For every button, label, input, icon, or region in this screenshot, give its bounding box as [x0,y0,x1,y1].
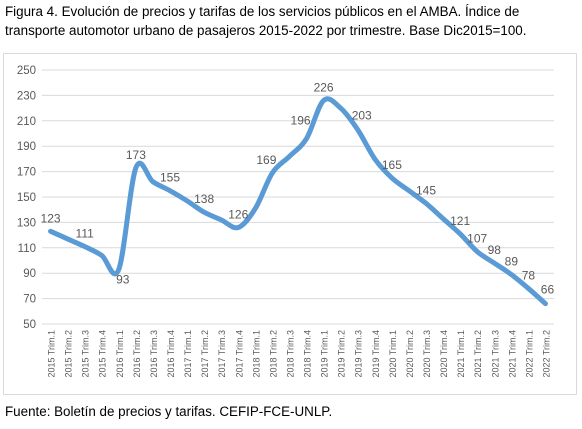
x-tick-label: 2015 Trim.3 [81,330,91,378]
y-tick-label: 210 [17,116,36,128]
x-tick-label: 2020 Trim.4 [439,330,449,378]
x-tick-label: 2017 Trim.2 [200,330,210,378]
x-tick-label: 2021 Trim.1 [456,330,466,378]
y-tick-label: 170 [17,167,36,179]
caption-line-1: Figura 4. Evolución de precios y tarifas… [5,4,520,19]
x-tick-label: 2017 Trim.1 [183,330,193,378]
x-tick-label: 2016 Trim.4 [166,330,176,378]
series-line [48,96,548,307]
x-tick-label: 2021 Trim.2 [473,330,483,378]
data-label: 121 [450,214,470,228]
data-label: 111 [76,227,95,241]
x-tick-label: 2018 Trim.4 [303,330,313,378]
x-tick-label: 2018 Trim.3 [285,330,295,378]
x-tick-label: 2019 Trim.3 [354,330,364,378]
x-tick-label: 2015 Trim.1 [47,330,57,378]
y-tick-label: 70 [23,294,36,306]
data-label: 98 [488,243,502,257]
data-label: 226 [314,80,334,94]
x-tick-label: 2020 Trim.3 [422,330,432,378]
line-chart: 50 70 90 110 130 150 170 190 210 230 250 2015 Trim… [17,65,555,378]
data-label: 196 [291,114,311,128]
y-tick-label: 90 [23,268,36,280]
data-label: 169 [256,153,276,167]
x-tick-label: 2019 Trim.4 [371,330,381,378]
data-label: 107 [467,232,487,246]
y-tick-label: 250 [17,65,36,77]
caption-line-2: transporte automotor urbano de pasajeros… [5,23,527,38]
x-tick-label: 2016 Trim.2 [132,330,142,378]
x-tick-label: 2021 Trim.4 [507,330,517,378]
data-label: 78 [522,268,536,282]
x-tick-label: 2016 Trim.3 [149,330,159,378]
y-tick-label: 130 [17,217,36,229]
figure-caption: Figura 4. Evolución de precios y tarifas… [5,2,580,40]
data-label: 126 [228,207,248,221]
x-tick-label: 2022 Trim.2 [541,330,551,378]
y-tick-label: 50 [23,319,36,331]
y-tick-label: 190 [17,141,36,153]
data-label: 203 [352,109,372,123]
x-tick-label: 2020 Trim.2 [405,330,415,378]
data-label: 66 [541,283,555,297]
x-tick-label: 2018 Trim.2 [268,330,278,378]
x-tick-label: 2019 Trim.2 [337,330,347,378]
x-tick-label: 2021 Trim.3 [490,330,500,378]
data-label: 155 [160,171,180,185]
y-tick-label: 150 [17,192,36,204]
y-tick-label: 230 [17,90,36,102]
source-note: Fuente: Boletín de precios y tarifas. CE… [5,404,333,419]
x-tick-label: 2022 Trim.1 [524,330,534,378]
data-label: 138 [194,192,214,206]
data-label: 145 [416,183,436,197]
x-tick-label: 2015 Trim.4 [98,330,108,378]
data-label: 89 [505,254,519,268]
x-tick-label: 2020 Trim.1 [388,330,398,378]
chart-area: 50 70 90 110 130 150 170 190 210 230 250 2015 Trim… [3,53,577,395]
x-tick-label: 2017 Trim.3 [217,330,227,378]
x-tick-label: 2017 Trim.4 [234,330,244,378]
x-tick-label: 2019 Trim.1 [320,330,330,378]
data-label: 123 [41,211,61,225]
x-tick-label: 2018 Trim.1 [251,330,261,378]
data-label: 93 [116,272,130,286]
data-label: 165 [382,158,402,172]
x-tick-label: 2015 Trim.2 [64,330,74,378]
data-label: 173 [126,148,146,162]
x-tick-label: 2016 Trim.1 [115,330,125,378]
y-tick-label: 110 [18,243,36,255]
